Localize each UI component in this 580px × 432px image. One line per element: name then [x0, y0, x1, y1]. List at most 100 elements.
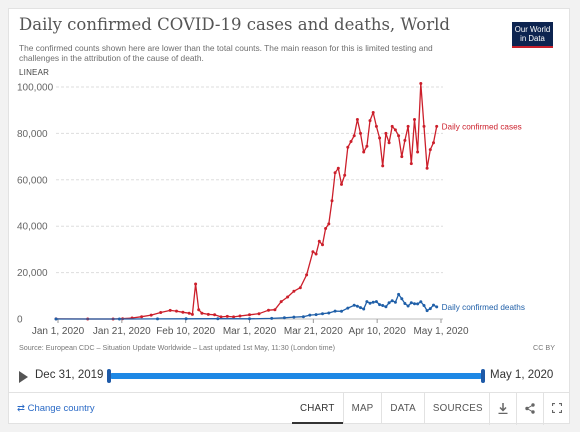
data-point	[406, 304, 410, 308]
data-point	[432, 303, 435, 307]
timeline-end-handle[interactable]	[481, 369, 485, 383]
data-point	[324, 227, 328, 230]
data-point	[422, 124, 426, 128]
timeline-slider[interactable]	[109, 373, 483, 379]
data-point	[279, 300, 283, 304]
data-point	[416, 150, 420, 154]
legend-label: Daily confirmed cases	[442, 122, 522, 131]
data-point	[292, 315, 296, 319]
data-point	[400, 155, 404, 159]
x-tick-label: May 1, 2020	[413, 326, 468, 337]
line-chart: 0 20,000 40,000 60,000 80,000 100,000 Jan 1, …	[17, 82, 525, 337]
data-point	[175, 309, 178, 313]
data-point	[359, 306, 362, 310]
y-tick-label: 20,000	[17, 268, 48, 279]
data-point	[270, 316, 274, 320]
scale-toggle[interactable]: LINEAR	[19, 68, 50, 77]
chart-subtitle: The confirmed counts shown here are lowe…	[19, 43, 433, 63]
data-point	[390, 124, 394, 128]
data-point	[327, 222, 331, 226]
data-point	[359, 131, 362, 135]
data-point	[419, 300, 423, 304]
timeline-start-handle[interactable]	[107, 369, 111, 383]
data-point	[403, 302, 407, 305]
data-point	[321, 312, 324, 316]
data-point	[184, 317, 188, 321]
data-point	[368, 301, 372, 305]
data-point	[219, 315, 223, 319]
data-point	[346, 145, 350, 149]
data-point	[301, 315, 305, 319]
data-point	[419, 82, 423, 85]
chart-footer: ⇄ Change country CHART MAP DATA SOURCES	[9, 392, 569, 425]
logo-line-1: Our World	[514, 25, 551, 34]
data-point	[333, 309, 337, 313]
data-point	[248, 313, 251, 317]
share-icon[interactable]	[516, 393, 543, 425]
data-point	[343, 173, 347, 177]
change-country-link[interactable]: ⇄ Change country	[17, 403, 95, 414]
data-point	[384, 305, 388, 309]
y-tick-label: 0	[17, 315, 23, 326]
logo-line-2: in Data	[520, 34, 545, 43]
data-point	[140, 315, 144, 319]
tab-map[interactable]: MAP	[342, 393, 382, 424]
data-point	[168, 308, 172, 312]
data-point	[413, 302, 416, 306]
data-point	[387, 141, 391, 145]
data-point	[117, 317, 121, 321]
data-point	[187, 311, 191, 315]
tab-chart[interactable]: CHART	[292, 393, 343, 424]
data-point	[206, 312, 210, 316]
play-icon[interactable]	[19, 371, 28, 383]
data-point	[156, 317, 159, 321]
data-point	[403, 138, 407, 142]
tab-data[interactable]: DATA	[381, 393, 423, 424]
chart-tabs: CHART MAP DATA SOURCES	[292, 393, 491, 425]
data-point	[311, 250, 315, 254]
data-point	[435, 124, 439, 128]
data-point	[390, 299, 394, 303]
data-point	[327, 311, 331, 315]
data-point	[197, 308, 201, 312]
data-point	[298, 286, 302, 290]
fullscreen-icon[interactable]	[543, 393, 570, 425]
tab-sources[interactable]: SOURCES	[423, 393, 491, 424]
data-point	[428, 148, 432, 152]
y-tick-label: 40,000	[17, 222, 48, 233]
data-point	[190, 312, 194, 316]
data-point	[409, 301, 413, 305]
data-point	[374, 124, 378, 128]
data-point	[378, 136, 382, 140]
data-point	[371, 300, 375, 304]
data-point	[308, 313, 312, 317]
x-tick-label: Feb 10, 2020	[156, 326, 215, 337]
source-note: Source: European CDC – Situation Update …	[19, 343, 336, 352]
data-point	[257, 312, 261, 316]
y-tick-label: 80,000	[17, 129, 48, 140]
data-point	[374, 300, 378, 304]
timeline: Dec 31, 2019 May 1, 2020	[9, 361, 569, 391]
data-point	[336, 166, 340, 170]
data-point	[333, 171, 337, 175]
x-tick-label: Apr 10, 2020	[349, 326, 407, 337]
chart-series	[54, 82, 439, 321]
data-point	[352, 303, 356, 307]
data-point	[425, 166, 429, 170]
data-point	[267, 308, 270, 312]
license-link[interactable]: CC BY	[533, 343, 555, 352]
data-point	[213, 313, 217, 317]
data-point	[292, 289, 296, 293]
data-point	[248, 317, 251, 321]
data-point	[321, 243, 324, 247]
data-point	[355, 118, 359, 121]
data-point	[381, 304, 385, 307]
download-icon[interactable]	[489, 393, 516, 425]
data-point	[314, 252, 318, 256]
data-point	[216, 317, 220, 321]
data-point	[378, 303, 382, 307]
x-tick-label: Jan 1, 2020	[32, 326, 85, 337]
owid-logo[interactable]: Our World in Data	[512, 22, 553, 48]
data-point	[432, 141, 435, 145]
data-point	[362, 307, 366, 311]
